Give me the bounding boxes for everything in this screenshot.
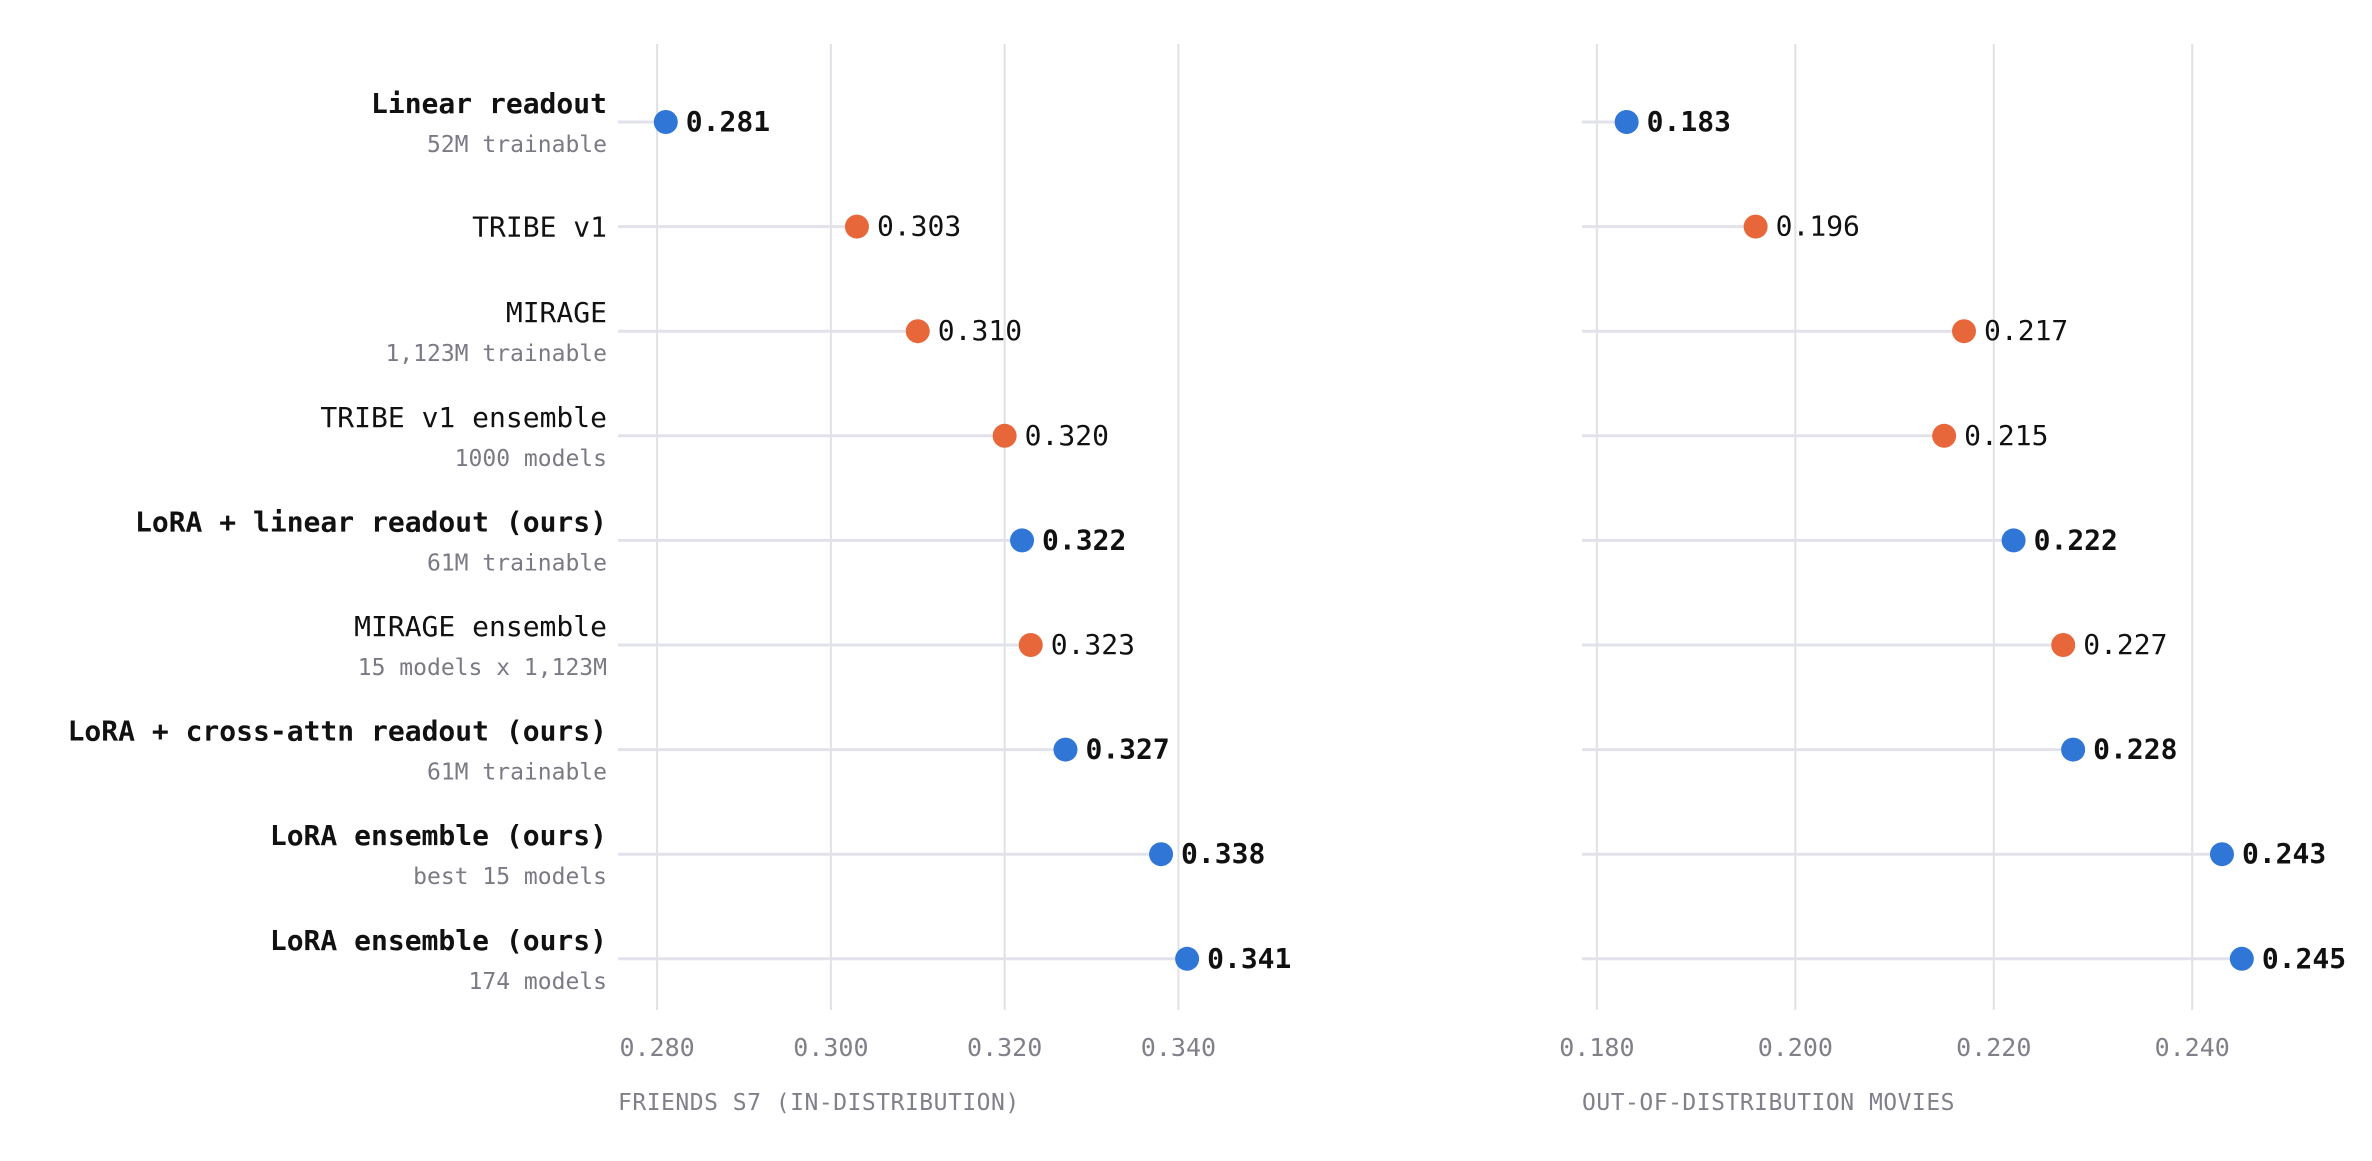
row-sublabel: 61M trainable <box>427 760 607 786</box>
data-value-label: 0.222 <box>2034 523 2118 556</box>
data-point <box>844 214 869 239</box>
data-point <box>1743 214 1768 239</box>
x-tick-label: 0.240 <box>2155 1033 2230 1062</box>
data-value-label: 0.281 <box>686 105 770 138</box>
data-point <box>1175 946 1200 971</box>
axes: 0.280 0.300 0.320 0.340 FRIENDS S7 (IN-DISTR… <box>618 1033 2230 1116</box>
row-sublabel: best 15 models <box>413 864 607 890</box>
stem-layer <box>618 120 2242 961</box>
data-value-label: 0.310 <box>938 314 1022 347</box>
row-sublabel: 174 models <box>469 969 607 995</box>
x-tick-label: 0.340 <box>1141 1033 1216 1062</box>
row-label: TRIBE v1 ensemble <box>320 401 607 434</box>
data-point <box>2209 842 2234 867</box>
row-labels: Linear readout 52M trainable TRIBE v1 MIRAG… <box>68 87 607 995</box>
x-axis-title: FRIENDS S7 (IN-DISTRIBUTION) <box>618 1090 1020 1116</box>
row-sublabel: 1,123M trainable <box>385 341 607 367</box>
data-point <box>992 423 1017 448</box>
row-sublabel: 1000 models <box>455 446 607 472</box>
data-value-label: 0.341 <box>1207 942 1291 975</box>
data-value-label: 0.215 <box>1964 419 2048 452</box>
data-value-label: 0.323 <box>1051 628 1135 661</box>
x-tick-label: 0.300 <box>793 1033 868 1062</box>
data-point <box>1149 842 1174 867</box>
data-point <box>1614 110 1639 134</box>
row-label: LoRA ensemble (ours) <box>270 819 607 852</box>
data-point <box>1018 633 1043 657</box>
row-sublabel: 52M trainable <box>427 132 607 158</box>
data-point <box>1952 319 1976 344</box>
row-sublabel: 61M trainable <box>427 550 607 576</box>
grid-layer <box>656 44 2194 1010</box>
x-axis-title: OUT-OF-DISTRIBUTION MOVIES <box>1582 1090 1955 1116</box>
row-label: LoRA ensemble (ours) <box>270 924 607 957</box>
row-label: TRIBE v1 <box>472 211 607 244</box>
row-label: MIRAGE <box>506 296 607 329</box>
data-value-label: 0.183 <box>1647 105 1731 138</box>
row-label: LoRA + cross-attn readout (ours) <box>68 715 607 748</box>
data-value-label: 0.327 <box>1085 733 1169 766</box>
x-tick-label: 0.320 <box>967 1033 1042 1062</box>
data-value-label: 0.322 <box>1042 523 1126 556</box>
row-label: LoRA + linear readout (ours) <box>135 505 607 538</box>
data-point <box>2051 633 2076 657</box>
data-point <box>2001 528 2026 553</box>
data-value-label: 0.227 <box>2083 628 2167 661</box>
x-tick-label: 0.180 <box>1559 1033 1634 1062</box>
data-point <box>2229 946 2254 971</box>
value-labels: 0.281 0.303 0.310 0.320 0.322 0.323 0.327 0.338… <box>686 105 2346 975</box>
data-value-label: 0.338 <box>1181 837 1265 870</box>
data-points <box>653 110 2254 971</box>
data-value-label: 0.243 <box>2242 837 2326 870</box>
data-point <box>905 319 930 344</box>
data-point <box>653 110 678 134</box>
data-value-label: 0.245 <box>2262 942 2346 975</box>
data-value-label: 0.303 <box>877 210 961 243</box>
data-value-label: 0.320 <box>1025 419 1109 452</box>
data-value-label: 0.217 <box>1984 314 2068 347</box>
data-point <box>1053 737 1078 762</box>
data-point <box>1932 423 1957 448</box>
row-label: MIRAGE ensemble <box>354 610 607 643</box>
data-value-label: 0.196 <box>1776 210 1860 243</box>
x-tick-label: 0.220 <box>1956 1033 2031 1062</box>
data-point <box>2061 737 2086 762</box>
row-sublabel: 15 models x 1,123M <box>358 655 607 681</box>
x-tick-label: 0.280 <box>619 1033 694 1062</box>
data-point <box>1010 528 1035 553</box>
row-label: Linear readout <box>371 87 607 120</box>
data-value-label: 0.228 <box>2093 733 2177 766</box>
x-tick-label: 0.200 <box>1758 1033 1833 1062</box>
